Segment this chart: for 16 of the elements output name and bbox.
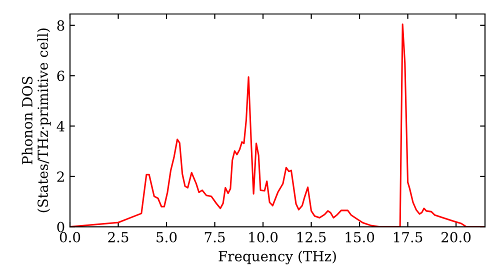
y-tick-label: 4 bbox=[56, 121, 64, 132]
x-tick-label: 2.5 bbox=[108, 232, 128, 242]
y-tick-label: 0 bbox=[57, 222, 64, 232]
y-axis-title: Phonon DOS (States/THz·primitive cell) bbox=[22, 28, 51, 212]
x-tick-label: 10.0 bbox=[249, 232, 278, 242]
x-tick-label: 0.0 bbox=[60, 232, 80, 242]
y-tick-label: 8 bbox=[57, 20, 64, 31]
x-tick-label: 5.0 bbox=[156, 232, 177, 242]
x-tick-label: 15.0 bbox=[346, 232, 374, 242]
x-tick-label: 7.5 bbox=[204, 232, 225, 242]
x-tick-label: 12.5 bbox=[298, 232, 326, 242]
x-axis-title: Frequency (THz) bbox=[218, 250, 336, 264]
y-tick-label: 6 bbox=[57, 70, 64, 82]
x-tick-label: 20.0 bbox=[442, 232, 471, 242]
x-tick-label: 17.5 bbox=[394, 232, 422, 242]
y-tick-label: 2 bbox=[57, 171, 64, 182]
